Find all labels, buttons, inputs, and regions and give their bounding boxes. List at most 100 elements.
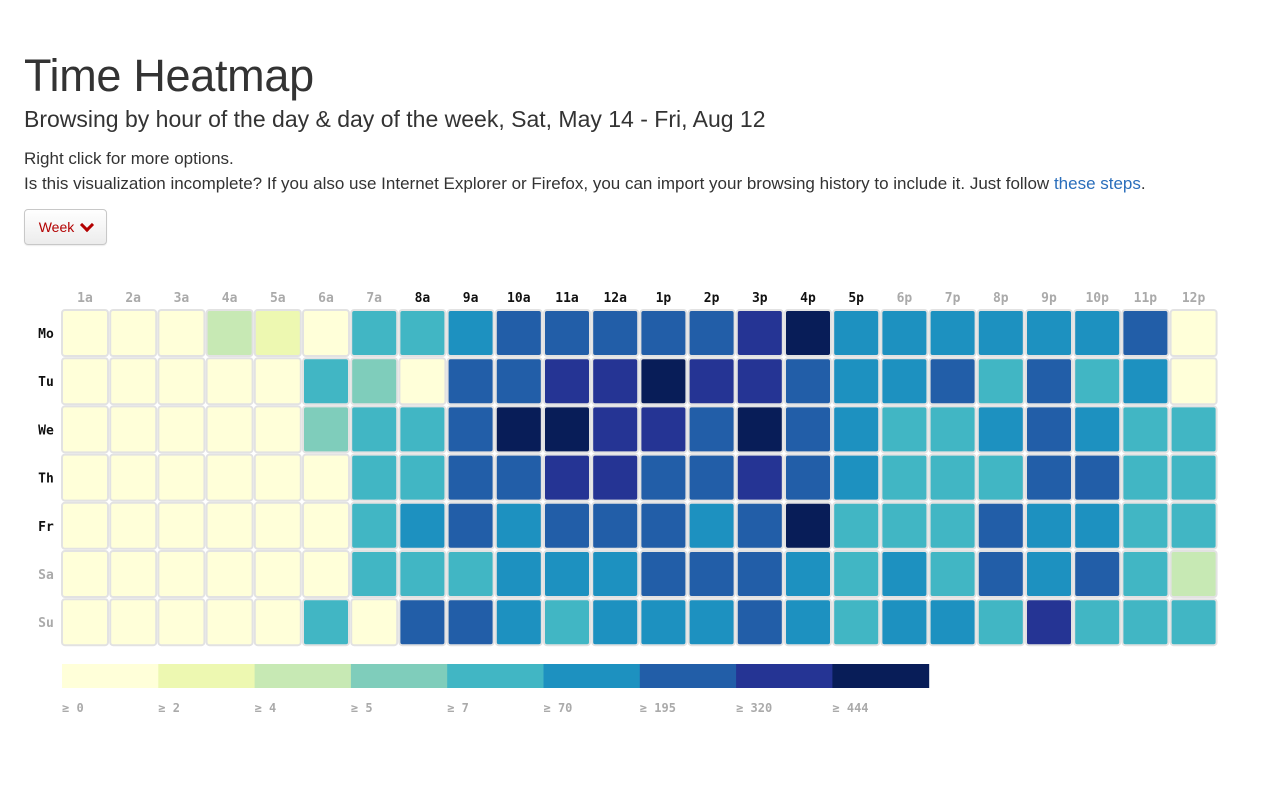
heat-cell-Th-10a[interactable] [494, 453, 543, 502]
heat-cell-Fr-7p[interactable] [928, 501, 977, 550]
heat-cell-Th-8a[interactable] [398, 453, 447, 502]
heat-cell-We-4p[interactable] [784, 405, 832, 454]
heat-cell-Th-5a[interactable] [253, 453, 302, 502]
heat-cell-Tu-10a[interactable] [494, 357, 543, 406]
heat-cell-Th-11a[interactable] [543, 453, 591, 502]
heat-cell-Tu-9a[interactable] [446, 357, 495, 406]
heat-cell-Sa-8a[interactable] [398, 550, 447, 598]
heat-cell-Su-5a[interactable] [253, 598, 302, 647]
heat-cell-We-6a[interactable] [302, 405, 350, 454]
heat-cell-Sa-11a[interactable] [543, 550, 591, 598]
heat-cell-Tu-2a[interactable] [109, 357, 158, 406]
heat-cell-We-12p[interactable] [1169, 405, 1218, 454]
heat-cell-We-8p[interactable] [976, 405, 1025, 454]
heat-cell-Sa-4p[interactable] [784, 550, 832, 598]
heat-cell-Mo-11p[interactable] [1121, 309, 1170, 357]
heat-cell-Mo-3a[interactable] [157, 309, 206, 357]
heat-cell-Th-6p[interactable] [880, 453, 929, 502]
heat-cell-Fr-3p[interactable] [735, 501, 784, 550]
heat-cell-Th-12a[interactable] [591, 453, 640, 502]
heat-cell-Th-11p[interactable] [1121, 453, 1170, 502]
heat-cell-Sa-5a[interactable] [253, 550, 302, 598]
heat-cell-We-12a[interactable] [591, 405, 640, 454]
heat-cell-Tu-9p[interactable] [1025, 357, 1073, 406]
heat-cell-Sa-12p[interactable] [1169, 550, 1218, 598]
heat-cell-Su-10a[interactable] [494, 598, 543, 647]
heat-cell-Th-8p[interactable] [976, 453, 1025, 502]
heat-cell-Mo-8p[interactable] [976, 309, 1025, 357]
heat-cell-Su-10p[interactable] [1073, 598, 1122, 647]
heat-cell-Th-1p[interactable] [639, 453, 688, 502]
heat-cell-Su-4p[interactable] [784, 598, 832, 647]
heat-cell-Th-1a[interactable] [61, 453, 109, 502]
heat-cell-Tu-8a[interactable] [398, 357, 447, 406]
heat-cell-Fr-9a[interactable] [446, 501, 495, 550]
heat-cell-Sa-6p[interactable] [880, 550, 929, 598]
heat-cell-Mo-12p[interactable] [1169, 309, 1218, 357]
heat-cell-Fr-7a[interactable] [350, 501, 399, 550]
heat-cell-Su-4a[interactable] [205, 598, 254, 647]
heat-cell-Su-12p[interactable] [1169, 598, 1218, 647]
heat-cell-Mo-10p[interactable] [1073, 309, 1122, 357]
heat-cell-Su-6a[interactable] [302, 598, 350, 647]
heat-cell-Fr-11a[interactable] [543, 501, 591, 550]
heat-cell-Tu-10p[interactable] [1073, 357, 1122, 406]
heat-cell-We-2p[interactable] [687, 405, 736, 454]
heat-cell-Su-7a[interactable] [350, 598, 399, 647]
heat-cell-Th-3p[interactable] [735, 453, 784, 502]
heat-cell-Th-2a[interactable] [109, 453, 158, 502]
heat-cell-Su-7p[interactable] [928, 598, 977, 647]
heat-cell-Sa-7p[interactable] [928, 550, 977, 598]
heat-cell-Su-8p[interactable] [976, 598, 1025, 647]
heat-cell-We-4a[interactable] [205, 405, 254, 454]
heat-cell-Mo-7a[interactable] [350, 309, 399, 357]
heat-cell-We-5p[interactable] [832, 405, 881, 454]
heat-cell-Fr-6a[interactable] [302, 501, 350, 550]
heat-cell-Tu-12p[interactable] [1169, 357, 1218, 406]
heat-cell-Su-1p[interactable] [639, 598, 688, 647]
heat-cell-Tu-1a[interactable] [61, 357, 109, 406]
heat-cell-Sa-10a[interactable] [494, 550, 543, 598]
heat-cell-Tu-7p[interactable] [928, 357, 977, 406]
heat-cell-Sa-10p[interactable] [1073, 550, 1122, 598]
heat-cell-Fr-9p[interactable] [1025, 501, 1073, 550]
heat-cell-Tu-11p[interactable] [1121, 357, 1170, 406]
heat-cell-Sa-1a[interactable] [61, 550, 109, 598]
heat-cell-Th-9a[interactable] [446, 453, 495, 502]
heat-cell-Tu-5a[interactable] [253, 357, 302, 406]
heat-cell-We-7p[interactable] [928, 405, 977, 454]
heat-cell-Th-12p[interactable] [1169, 453, 1218, 502]
heat-cell-Tu-2p[interactable] [687, 357, 736, 406]
heat-cell-Th-10p[interactable] [1073, 453, 1122, 502]
heat-cell-Su-11a[interactable] [543, 598, 591, 647]
heat-cell-Mo-12a[interactable] [591, 309, 640, 357]
heat-cell-Mo-8a[interactable] [398, 309, 447, 357]
heat-cell-Mo-9a[interactable] [446, 309, 495, 357]
heat-cell-Sa-8p[interactable] [976, 550, 1025, 598]
heat-cell-Mo-4a[interactable] [205, 309, 254, 357]
heat-cell-We-11p[interactable] [1121, 405, 1170, 454]
heat-cell-Fr-2a[interactable] [109, 501, 158, 550]
heat-cell-Tu-8p[interactable] [976, 357, 1025, 406]
heat-cell-Mo-2p[interactable] [687, 309, 736, 357]
heat-cell-Su-2a[interactable] [109, 598, 158, 647]
heat-cell-Fr-3a[interactable] [157, 501, 206, 550]
heat-cell-Fr-1p[interactable] [639, 501, 688, 550]
heat-cell-Mo-10a[interactable] [494, 309, 543, 357]
heat-cell-Sa-9a[interactable] [446, 550, 495, 598]
heat-cell-Fr-10p[interactable] [1073, 501, 1122, 550]
heat-cell-Tu-3p[interactable] [735, 357, 784, 406]
heat-cell-Tu-1p[interactable] [639, 357, 688, 406]
heat-cell-Mo-1p[interactable] [639, 309, 688, 357]
heat-cell-Sa-11p[interactable] [1121, 550, 1170, 598]
heat-cell-Mo-7p[interactable] [928, 309, 977, 357]
heat-cell-We-6p[interactable] [880, 405, 929, 454]
heat-cell-Fr-8a[interactable] [398, 501, 447, 550]
heat-cell-Su-9a[interactable] [446, 598, 495, 647]
heat-cell-Fr-12p[interactable] [1169, 501, 1218, 550]
heat-cell-Th-2p[interactable] [687, 453, 736, 502]
heat-cell-Tu-7a[interactable] [350, 357, 399, 406]
heat-cell-Th-4p[interactable] [784, 453, 832, 502]
heat-cell-Tu-3a[interactable] [157, 357, 206, 406]
heat-cell-Mo-5a[interactable] [253, 309, 302, 357]
